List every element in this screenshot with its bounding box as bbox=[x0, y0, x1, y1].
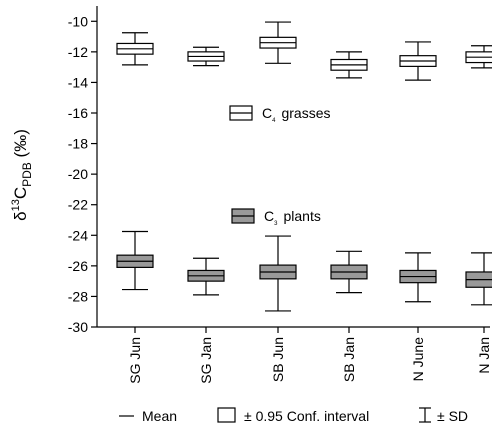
y-tick-label: -24 bbox=[68, 227, 88, 243]
legend-letter: C bbox=[264, 208, 274, 224]
y-tick-label: -10 bbox=[68, 13, 88, 29]
y-tick-label: -26 bbox=[68, 258, 88, 274]
x-tick-label: N Jan bbox=[476, 337, 492, 374]
y-axis-title-part: 13 bbox=[10, 199, 22, 211]
x-tick-label: SG Jun bbox=[127, 337, 143, 384]
y-axis-title-part: (‰) bbox=[11, 129, 30, 162]
y-axis-title-part: δ bbox=[11, 211, 30, 220]
key-ci-label: ± 0.95 Conf. interval bbox=[244, 408, 369, 424]
y-axis-title-part: C bbox=[11, 187, 30, 199]
legend-letter: C bbox=[262, 105, 272, 121]
key-ci-box bbox=[217, 407, 236, 423]
legend-label: C4 grasses bbox=[262, 105, 331, 124]
y-axis-title: δ13CPDB (‰) bbox=[10, 129, 34, 221]
legend-suffix: grasses bbox=[281, 105, 330, 121]
legend-subscript: 3 bbox=[274, 221, 278, 227]
y-tick-label: -28 bbox=[68, 288, 88, 304]
x-tick-label: SB Jan bbox=[341, 337, 357, 382]
y-tick-label: -20 bbox=[68, 166, 88, 182]
x-tick-label: SB Jun bbox=[270, 337, 286, 382]
y-tick-label: -16 bbox=[68, 105, 88, 121]
legend-subscript: 4 bbox=[272, 118, 276, 124]
y-tick-label: -22 bbox=[68, 197, 88, 213]
key-sd-label: ± SD bbox=[437, 408, 468, 424]
x-tick-label: SG Jan bbox=[198, 337, 214, 384]
y-tick-label: -12 bbox=[68, 44, 88, 60]
legend-suffix: plants bbox=[283, 208, 320, 224]
legend-label: C3 plants bbox=[264, 208, 321, 227]
x-tick-label: N June bbox=[410, 337, 426, 382]
y-tick-label: -14 bbox=[68, 74, 88, 90]
y-tick-label: -30 bbox=[68, 319, 88, 335]
y-tick-label: -18 bbox=[68, 136, 88, 152]
key-mean-label: Mean bbox=[142, 408, 177, 424]
y-axis-title-part: PDB bbox=[20, 162, 34, 187]
